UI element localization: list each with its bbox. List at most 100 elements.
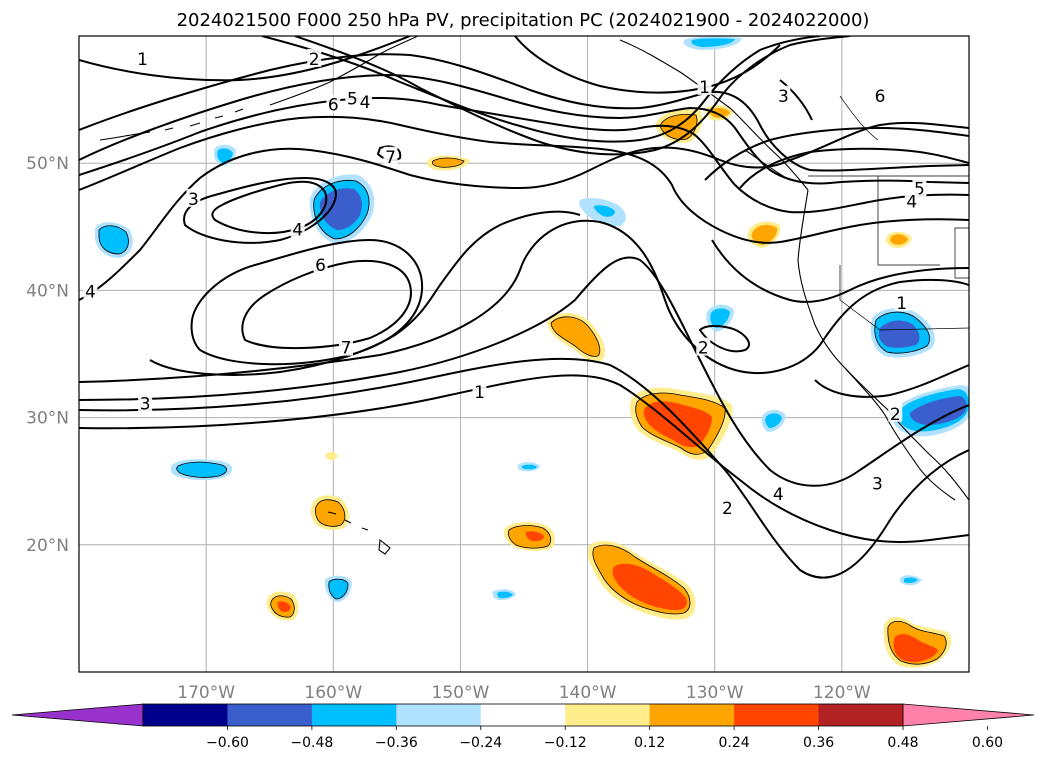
alaska-peninsula-coast [269,36,419,106]
lat-label: 20°N [26,536,69,556]
contour-label: 2 [722,499,733,519]
contour-label-halo [138,393,153,412]
contour-label-halo [697,76,712,95]
pv-contour-line [79,219,969,383]
colorbar-segment [818,704,904,726]
contour-label-halo [313,254,328,273]
contour-label: 4 [906,192,917,212]
pv-contour-line [190,238,424,366]
contour-label-halo [290,219,305,238]
contour-label-halo [307,48,322,67]
colorbar-tick-label: 0.48 [887,735,918,751]
coastlines [99,36,969,555]
contour-label-halo [720,497,735,516]
pv-contour-line [79,115,969,244]
contour-label-halo [904,191,919,210]
contour-label: 5 [347,89,358,109]
colorbar-tick-label: −0.36 [375,735,418,751]
negative-anomaly-areas [95,36,969,602]
colorbar-frame [142,703,904,727]
colorbar-segment [311,704,397,726]
pv-contour-line [79,357,969,579]
contour-label-halo [873,85,887,104]
pv-contour-line [149,210,581,376]
lat-label: 30°N [26,409,69,429]
pv-contour-line [814,364,969,398]
contour-label: 3 [188,190,199,210]
colorbar-tick-label: 0.12 [634,735,665,751]
colorbar-tick-label: −0.24 [459,735,502,751]
colorbar-segment [734,704,820,726]
pv-contour-line [79,73,969,185]
colorbar-segment [565,704,651,726]
contour-label-halo [894,293,909,312]
colorbar-tick-label: −0.60 [206,735,249,751]
pv-contour-line [376,145,402,162]
pv-contour-line [211,180,328,234]
gridlines [79,36,969,672]
contour-label: 1 [699,78,710,98]
contour-label: 4 [360,93,371,113]
colorbar-tick-label: 0.36 [803,735,834,751]
colorbar: −0.60 −0.48 −0.36 −0.24 −0.12 0.12 0.24 0.36 0.4… [11,703,1035,751]
pv-contour-line [183,176,337,244]
pv-contour-line [711,239,969,303]
colorbar-extend-high [902,703,1035,727]
pv-contour-line [79,374,969,543]
lon-label: 170°W [177,683,235,703]
colorbar-tick-label: 0.24 [719,735,750,751]
north-america-west-coast [797,189,969,501]
pv-contour-line [704,126,969,181]
contour-label-halo [383,146,398,165]
contour-label-halo [888,403,903,422]
precipitation-shading [95,36,969,668]
contour-label-halo [771,483,786,502]
contour-label: 1 [474,383,485,403]
contour-label: 7 [385,148,396,168]
pv-contour-line [79,36,411,82]
contour-label-halo [776,85,791,104]
aleutian-islands [99,108,244,141]
colorbar-tick-label: −0.48 [290,735,333,751]
colorbar-segment [649,704,735,726]
contour-label-halo [345,88,360,107]
contour-label-halo [186,188,201,207]
pv-contour-line [79,96,969,214]
colorbar-tick-label: −0.12 [544,735,587,751]
pv-contour-line [79,121,969,301]
contour-label: 7 [341,339,352,359]
pv-contour-line [698,324,750,353]
pv-contour-line [79,53,969,172]
latitude-labels: 50°N 40°N 30°N 20°N [26,154,69,556]
contour-label: 3 [778,87,789,107]
contour-label: 6 [315,256,326,276]
gulf-of-alaska-coast [619,39,809,191]
map-frame [78,35,970,673]
lon-label: 160°W [304,683,362,703]
pv-contour-line [294,36,851,156]
pv-contour-line [514,36,781,94]
lon-label: 130°W [686,683,744,703]
contour-label-halo [326,94,341,113]
colorbar-segment [480,704,566,726]
positive-anomaly-areas [266,105,952,668]
contour-label: 6 [328,96,339,116]
figure-title: 2024021500 F000 250 hPa PV, precipitatio… [177,10,870,31]
contour-label: 4 [292,220,303,240]
pv-contour-line [739,147,969,189]
contour-label: 5 [914,180,925,200]
contour-label-halo [472,382,487,401]
pv-contour-line [241,259,412,349]
pv-contour-line [261,36,821,143]
contour-label: 6 [875,87,886,107]
contour-label-halo [696,337,711,356]
colorbar-extend-low [11,703,144,727]
pv-contour-line [779,79,813,121]
contour-label: 3 [140,395,151,415]
hawaii-islands [327,511,391,555]
contour-label: 4 [85,283,96,303]
political-borders [808,95,969,331]
